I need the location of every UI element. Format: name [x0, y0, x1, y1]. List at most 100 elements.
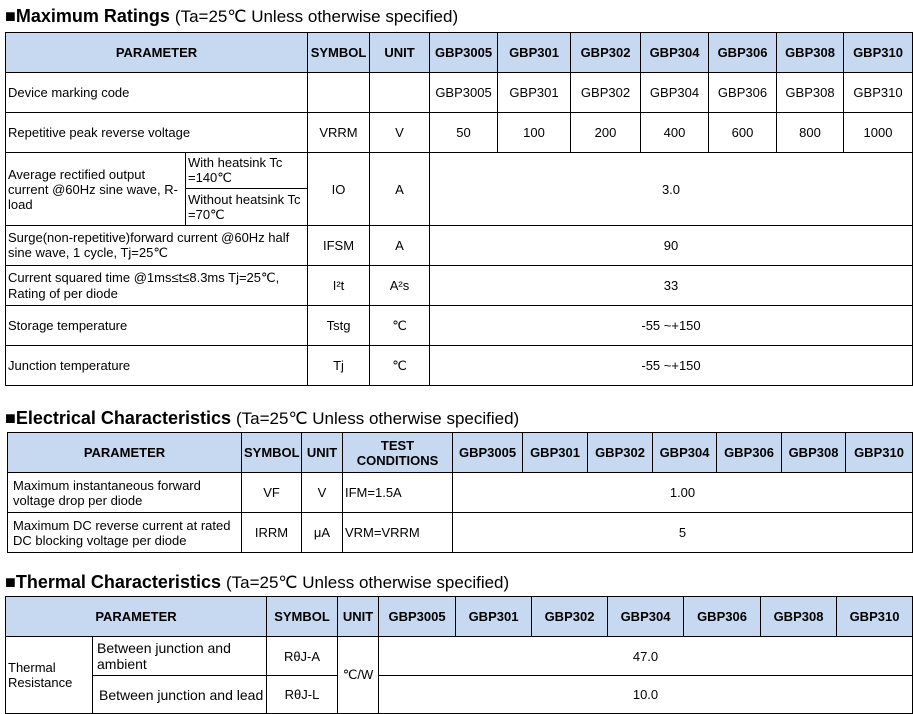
header-model: GBP310	[843, 32, 913, 73]
header-model: GBP301	[455, 596, 532, 637]
header-model: GBP308	[776, 32, 844, 73]
param-group-label: Thermal Resistance	[5, 636, 93, 714]
unit: A	[369, 225, 430, 266]
unit: V	[301, 472, 343, 513]
unit: ℃	[369, 345, 430, 386]
unit: V	[369, 112, 430, 153]
header-symbol: SYMBOL	[241, 432, 302, 473]
header-model: GBP3005	[452, 432, 523, 473]
header-symbol: SYMBOL	[307, 32, 370, 73]
header-symbol: SYMBOL	[266, 596, 338, 637]
symbol: IO	[307, 152, 370, 226]
value: GBP304	[640, 72, 709, 113]
header-model: GBP306	[683, 596, 761, 637]
param-label: Junction temperature	[5, 345, 308, 386]
table-row: Maximum DC reverse current at rated DC b…	[7, 512, 913, 553]
value: GBP308	[776, 72, 844, 113]
param-sublabel: With heatsink Tc =140℃	[185, 152, 308, 189]
symbol: RθJ-A	[266, 636, 338, 676]
header-model: GBP302	[587, 432, 653, 473]
value: GBP302	[570, 72, 641, 113]
thermal-table: PARAMETER SYMBOL UNIT GBP3005 GBP301 GBP302 G…	[5, 596, 913, 714]
header-unit: UNIT	[301, 432, 343, 473]
symbol: I²t	[307, 265, 370, 306]
param-label: Storage temperature	[5, 305, 308, 346]
header-parameter: PARAMETER	[7, 432, 242, 473]
electrical-table: PARAMETER SYMBOL UNIT TEST CONDITIONS GBP30…	[7, 432, 913, 553]
value: -55 ~+150	[429, 305, 913, 346]
header-test-conditions: TEST CONDITIONS	[342, 432, 453, 473]
param-label: Repetitive peak reverse voltage	[5, 112, 308, 153]
unit: ℃/W	[337, 636, 379, 714]
value: 800	[776, 112, 844, 153]
header-model: GBP3005	[378, 596, 456, 637]
value: 33	[429, 265, 913, 306]
symbol: Tj	[307, 345, 370, 386]
value: 1.00	[452, 472, 913, 513]
value: GBP306	[708, 72, 777, 113]
table-row: Storage temperature Tstg ℃ -55 ~+150	[5, 305, 913, 346]
value: 400	[640, 112, 709, 153]
header-model: GBP3005	[429, 32, 498, 73]
header-model: GBP304	[652, 432, 717, 473]
test-condition: IFM=1.5A	[342, 472, 453, 513]
value: 90	[429, 225, 913, 266]
thermal-title: ■Thermal Characteristics (Ta=25℃ Unless …	[5, 572, 510, 592]
symbol: VF	[241, 472, 302, 513]
header-model: GBP301	[522, 432, 588, 473]
value: GBP310	[843, 72, 913, 113]
header-parameter: PARAMETER	[5, 596, 267, 637]
table-row: Repetitive peak reverse voltage VRRM V 50 1…	[5, 112, 913, 153]
value: GBP3005	[429, 72, 498, 113]
header-model: GBP301	[497, 32, 571, 73]
table-row: Junction temperature Tj ℃ -55 ~+150	[5, 345, 913, 386]
header-model: GBP308	[760, 596, 837, 637]
unit: A	[369, 152, 430, 226]
param-label: Maximum DC reverse current at rated DC b…	[7, 512, 242, 553]
header-unit: UNIT	[337, 596, 379, 637]
header-model: GBP302	[570, 32, 641, 73]
param-label: Maximum instantaneous forward voltage dr…	[7, 472, 242, 513]
test-condition: VRM=VRRM	[342, 512, 453, 553]
value: 47.0	[378, 636, 913, 676]
max-ratings-table: PARAMETER SYMBOL UNIT GBP3005 GBP301 GBP302 G…	[5, 32, 913, 386]
symbol: Tstg	[307, 305, 370, 346]
param-label: Average rectified output current @60Hz s…	[5, 152, 186, 226]
table-row: Between junction and lead RθJ-L 10.0	[6, 675, 913, 714]
header-model: GBP306	[716, 432, 782, 473]
value: 50	[429, 112, 498, 153]
value: GBP301	[497, 72, 571, 113]
param-label: Device marking code	[5, 72, 308, 113]
max-ratings-title: ■Maximum Ratings (Ta=25℃ Unless otherwis…	[5, 6, 459, 26]
header-unit: UNIT	[369, 32, 430, 73]
electrical-title: ■Electrical Characteristics (Ta=25℃ Unle…	[5, 408, 520, 428]
header-model: GBP304	[607, 596, 684, 637]
table-row: Device marking code GBP3005 GBP301 GBP302 G…	[5, 72, 913, 113]
symbol: VRRM	[307, 112, 370, 153]
symbol: IFSM	[307, 225, 370, 266]
table-row: Maximum instantaneous forward voltage dr…	[7, 472, 913, 513]
param-label: Current squared time @1ms≤t≤8.3ms Tj=25℃…	[5, 265, 308, 306]
unit: ℃	[369, 305, 430, 346]
header-model: GBP310	[836, 596, 913, 637]
value: 600	[708, 112, 777, 153]
header-model: GBP304	[640, 32, 709, 73]
table-row: Average rectified output current @60Hz s…	[5, 152, 913, 226]
param-label: Surge(non-repetitive)forward current @60…	[5, 225, 308, 266]
header-model: GBP306	[708, 32, 777, 73]
value: 100	[497, 112, 571, 153]
value: -55 ~+150	[429, 345, 913, 386]
header-model: GBP308	[781, 432, 846, 473]
param-sublabel: Without heatsink Tc =70℃	[185, 188, 308, 226]
header-model: GBP310	[845, 432, 913, 473]
table-row: Thermal Resistance Between junction and a…	[5, 636, 913, 714]
table-row: Current squared time @1ms≤t≤8.3ms Tj=25℃…	[5, 265, 913, 306]
table-row: Surge(non-repetitive)forward current @60…	[5, 225, 913, 266]
value: 3.0	[429, 152, 913, 226]
unit: μA	[301, 512, 343, 553]
value: 1000	[843, 112, 913, 153]
header-parameter: PARAMETER	[5, 32, 308, 73]
value: 5	[452, 512, 913, 553]
unit: A²s	[369, 265, 430, 306]
header-model: GBP302	[531, 596, 608, 637]
